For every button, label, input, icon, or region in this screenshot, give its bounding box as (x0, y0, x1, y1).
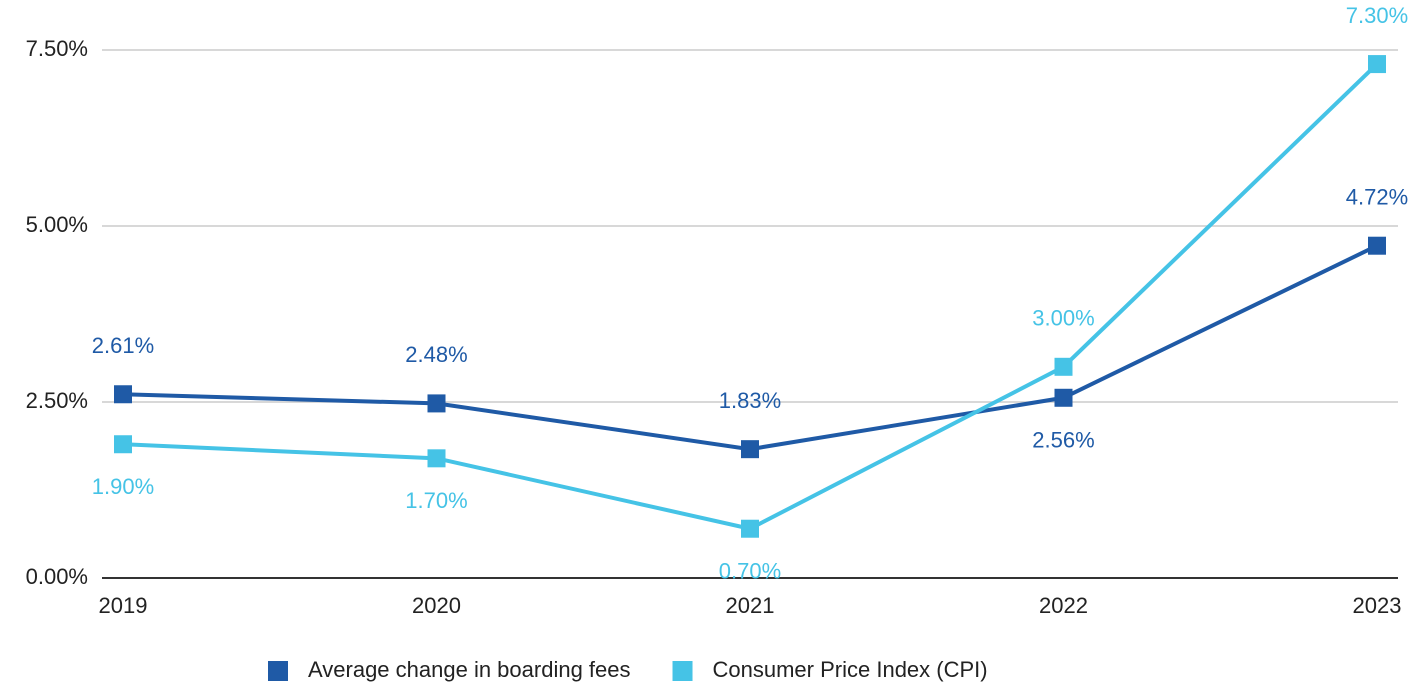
data-label: 1.83% (719, 388, 781, 413)
y-tick-label: 0.00% (26, 564, 88, 589)
marker (741, 519, 759, 538)
marker (427, 449, 446, 468)
data-label: 1.70% (405, 488, 467, 513)
data-label: 3.00% (1032, 306, 1094, 331)
marker (741, 440, 759, 459)
series-line (122, 243, 1378, 452)
legend-swatch (268, 661, 288, 681)
y-tick-label: 5.00% (26, 212, 88, 237)
data-label: 1.90% (92, 474, 154, 499)
data-label: 0.70% (719, 559, 781, 584)
data-label: 2.56% (1032, 428, 1094, 453)
data-label: 4.72% (1346, 185, 1408, 210)
marker (1054, 357, 1073, 376)
marker (427, 394, 446, 413)
marker (1368, 55, 1386, 74)
marker (1054, 388, 1073, 407)
data-label: 7.30% (1346, 3, 1408, 28)
y-tick-label: 7.50% (26, 36, 88, 61)
x-tick-label: 2020 (412, 593, 461, 618)
y-tick-label: 2.50% (26, 388, 88, 413)
x-tick-label: 2019 (99, 593, 148, 618)
marker (1368, 236, 1386, 255)
x-tick-label: 2023 (1353, 593, 1402, 618)
data-label: 2.61% (92, 333, 154, 358)
legend-label: Consumer Price Index (CPI) (713, 657, 988, 682)
series-line (122, 62, 1379, 531)
legend-label: Average change in boarding fees (308, 657, 631, 682)
marker (114, 435, 132, 454)
x-tick-label: 2022 (1039, 593, 1088, 618)
x-tick-label: 2021 (726, 593, 775, 618)
data-label: 2.48% (405, 342, 467, 367)
marker (114, 385, 132, 404)
legend-swatch (672, 661, 693, 681)
